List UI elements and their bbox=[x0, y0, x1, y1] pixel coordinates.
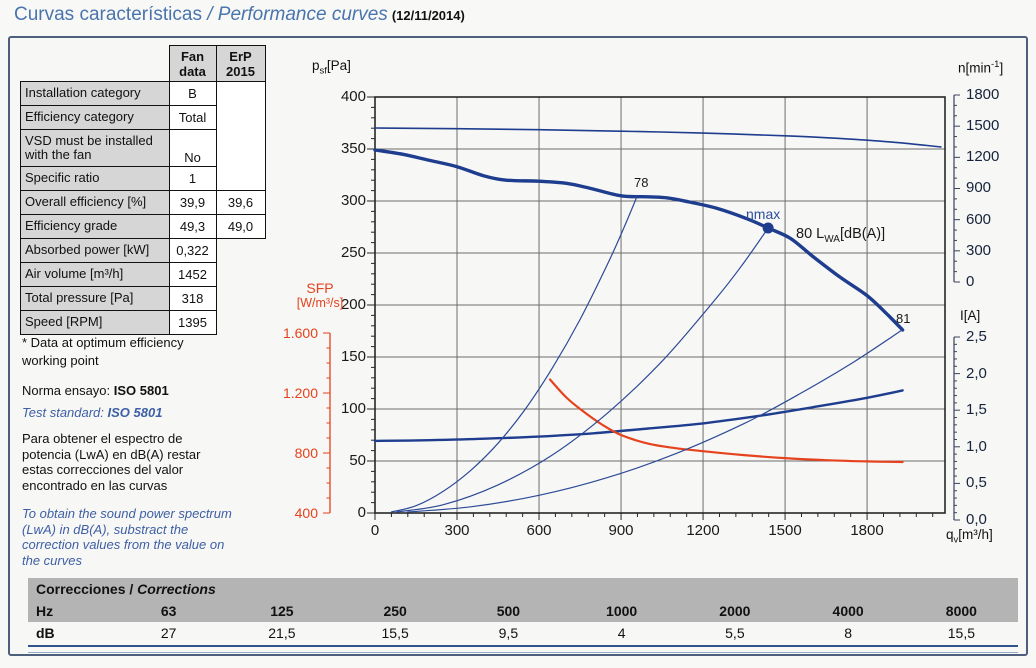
db-value: 4 bbox=[617, 625, 626, 641]
norma-standard: ISO 5801 bbox=[113, 383, 169, 398]
title-separator: / bbox=[201, 4, 218, 25]
table-row: Overall efficiency [%] 39,9 39,6 bbox=[20, 190, 266, 215]
table-row: Efficiency grade 49,3 49,0 bbox=[20, 214, 266, 239]
corrections-db-row: dB 27 21,5 15,5 9,5 4 5,5 8 15,5 bbox=[28, 622, 1018, 645]
corrections-table: Correcciones / Corrections Hz 63 125 250… bbox=[28, 578, 1018, 653]
erp-no-cell bbox=[216, 311, 265, 335]
column-header-fan-data: Fan data bbox=[168, 45, 217, 82]
column-header-erp-2015: ErP 2015 bbox=[215, 45, 266, 82]
row-label: Specific ratio bbox=[20, 166, 170, 191]
note-corrections-es: Para obtener el espectro de potencia (Lw… bbox=[22, 431, 201, 493]
db-value: 15,5 bbox=[381, 625, 409, 641]
db-value: 8 bbox=[844, 625, 853, 641]
db-row-label: dB bbox=[36, 625, 55, 641]
fan-table-header-row: Fan data ErP 2015 bbox=[21, 45, 266, 82]
db-value: 27 bbox=[160, 625, 177, 641]
title-english: Performance curves bbox=[217, 4, 388, 25]
hz-value: 2000 bbox=[719, 603, 751, 619]
row-label: Absorbed power [kW] bbox=[20, 238, 170, 263]
row-label: Overall efficiency [%] bbox=[20, 190, 170, 215]
table-row: VSD must be installed with the fan No bbox=[20, 129, 266, 167]
row-label: Speed [RPM] bbox=[20, 310, 170, 335]
hz-value: 63 bbox=[160, 603, 177, 619]
hz-value: 1000 bbox=[606, 603, 638, 619]
table-row: Total pressure [Pa] 318 bbox=[20, 286, 266, 311]
corrections-header: Correcciones / Corrections bbox=[28, 578, 1018, 600]
table-row: Efficiency category Total bbox=[20, 105, 266, 130]
table-row: Installation category B bbox=[20, 81, 266, 191]
hz-value: 8000 bbox=[945, 603, 977, 619]
title-date: (12/11/2014) bbox=[391, 8, 465, 23]
table-row: Specific ratio 1 bbox=[20, 166, 266, 191]
row-label: Efficiency grade bbox=[20, 214, 170, 239]
erp-no-cell bbox=[216, 287, 265, 311]
row-value-fan: 49,3 bbox=[168, 214, 217, 239]
db-value: 21,5 bbox=[268, 625, 296, 641]
page-title: Curvas características / Performance cur… bbox=[14, 4, 465, 26]
note-test-standard-es: Norma ensayo: ISO 5801 bbox=[22, 383, 254, 398]
row-value-fan: 1 bbox=[168, 166, 217, 191]
table-row: Absorbed power [kW] 0,322 bbox=[20, 238, 266, 263]
corrections-hz-row: Hz 63 125 250 500 1000 2000 4000 8000 bbox=[28, 600, 1018, 622]
hz-value: 125 bbox=[270, 603, 294, 619]
erp-empty-cell bbox=[215, 81, 266, 191]
title-spanish: Curvas características bbox=[14, 4, 202, 25]
norma-prefix: Norma ensayo: bbox=[22, 383, 114, 398]
row-value-erp: 39,6 bbox=[215, 190, 266, 215]
row-value-fan: No bbox=[168, 129, 217, 167]
erp-no-cell bbox=[216, 263, 265, 287]
row-label: Total pressure [Pa] bbox=[20, 286, 170, 311]
hz-row-label: Hz bbox=[36, 603, 54, 619]
table-row: Speed [RPM] 1395 bbox=[20, 310, 266, 335]
hz-value: 500 bbox=[496, 603, 521, 619]
note-optimum-point: * Data at optimum efficiency working poi… bbox=[22, 335, 184, 368]
note-corrections-en: To obtain the sound power spectrum (LwA)… bbox=[22, 506, 232, 568]
row-value-fan: B bbox=[168, 81, 217, 106]
row-value-fan: Total bbox=[168, 105, 217, 130]
db-value: 5,5 bbox=[725, 625, 745, 641]
note-test-standard-en: Test standard: ISO 5801 bbox=[22, 405, 254, 420]
db-value: 15,5 bbox=[947, 625, 975, 641]
row-value-fan: 1452 bbox=[168, 262, 217, 287]
row-value-fan: 39,9 bbox=[168, 190, 217, 215]
row-label: VSD must be installed with the fan bbox=[20, 129, 170, 167]
row-value-fan: 1395 bbox=[168, 310, 217, 335]
test-prefix: Test standard: bbox=[22, 405, 108, 420]
row-value-erp: 49,0 bbox=[215, 214, 266, 239]
corrections-bottom-rule bbox=[28, 645, 1018, 653]
row-value-fan: 0,322 bbox=[168, 238, 217, 263]
row-value-fan: 318 bbox=[168, 286, 217, 311]
erp-no-cell bbox=[216, 239, 265, 263]
hz-value: 4000 bbox=[832, 603, 864, 619]
fan-table-corner-spacer bbox=[21, 46, 170, 82]
row-label: Installation category bbox=[20, 81, 170, 106]
test-standard: ISO 5801 bbox=[107, 405, 163, 420]
row-label: Efficiency category bbox=[20, 105, 170, 130]
hz-value: 250 bbox=[383, 603, 407, 619]
row-label: Air volume [m³/h] bbox=[20, 262, 170, 287]
fan-data-table: Fan data ErP 2015 Installation category … bbox=[20, 45, 266, 335]
db-value: 9,5 bbox=[498, 625, 519, 641]
table-row: Air volume [m³/h] 1452 bbox=[20, 262, 266, 287]
notes-block: * Data at optimum efficiency working poi… bbox=[22, 334, 254, 568]
